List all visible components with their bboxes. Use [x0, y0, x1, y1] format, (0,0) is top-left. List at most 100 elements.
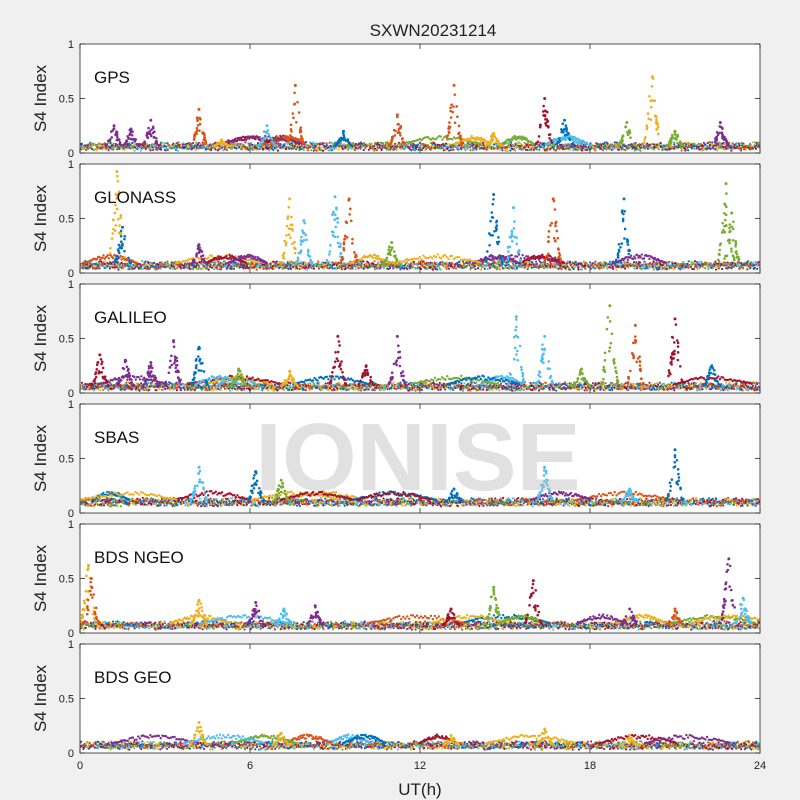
- data-point: [369, 146, 372, 150]
- data-point: [490, 139, 493, 143]
- data-point: [704, 143, 707, 146]
- data-point: [616, 262, 619, 266]
- data-point: [158, 261, 162, 264]
- data-point: [366, 266, 369, 270]
- data-point: [193, 133, 196, 136]
- data-point: [176, 146, 179, 149]
- data-point: [265, 267, 269, 270]
- data-point: [542, 267, 546, 270]
- data-point: [707, 141, 711, 144]
- data-point: [214, 148, 217, 151]
- data-point: [637, 262, 640, 266]
- data-point: [350, 147, 353, 150]
- data-point: [598, 267, 601, 270]
- data-point: [376, 265, 379, 268]
- data-point: [199, 146, 202, 150]
- data-point: [287, 260, 291, 263]
- data-point: [671, 262, 675, 265]
- data-point: [564, 124, 568, 127]
- data-point: [196, 268, 200, 271]
- data-point: [98, 267, 101, 270]
- data-point: [626, 133, 630, 137]
- data-point: [535, 141, 538, 145]
- data-point: [596, 264, 599, 267]
- data-point: [732, 148, 735, 151]
- data-point: [577, 146, 580, 149]
- data-point: [399, 134, 402, 137]
- data-point: [393, 134, 397, 137]
- data-point: [676, 135, 680, 138]
- data-point: [448, 121, 451, 124]
- data-point: [302, 263, 305, 266]
- data-point: [243, 264, 246, 267]
- data-point: [514, 136, 517, 139]
- data-point: [403, 147, 407, 150]
- data-point: [242, 267, 245, 270]
- data-point: [754, 147, 758, 150]
- data-point: [645, 263, 649, 266]
- data-point: [673, 268, 676, 271]
- data-point: [657, 148, 660, 151]
- data-point: [423, 145, 426, 149]
- data-point: [406, 260, 409, 263]
- data-point: [342, 129, 345, 133]
- y-tick-label: 0: [68, 148, 74, 160]
- data-point: [179, 267, 183, 270]
- data-point: [571, 266, 574, 269]
- data-point: [202, 138, 206, 142]
- data-point: [381, 147, 384, 150]
- data-point: [568, 148, 571, 151]
- data-point: [418, 137, 421, 141]
- data-point: [150, 147, 153, 150]
- data-point: [390, 139, 393, 142]
- data-point: [137, 144, 141, 148]
- data-point: [537, 135, 541, 138]
- data-point: [715, 137, 719, 141]
- data-point: [251, 136, 254, 140]
- data-point: [652, 143, 656, 146]
- data-point: [504, 141, 508, 144]
- data-point: [96, 264, 99, 267]
- data-point: [685, 143, 688, 146]
- data-point: [661, 263, 665, 266]
- data-point: [420, 267, 423, 271]
- data-point: [151, 125, 155, 129]
- data-point: [223, 142, 227, 146]
- data-point: [312, 141, 315, 144]
- data-point: [135, 142, 139, 146]
- data-point: [168, 263, 171, 266]
- data-point: [650, 85, 654, 88]
- data-point: [133, 140, 137, 143]
- data-point: [322, 149, 325, 152]
- data-point: [520, 144, 523, 147]
- data-point: [665, 266, 668, 269]
- data-point: [94, 262, 97, 266]
- data-point: [240, 138, 243, 141]
- data-point: [344, 138, 347, 142]
- data-point: [338, 263, 341, 266]
- data-point: [247, 142, 250, 145]
- data-point: [115, 146, 118, 149]
- data-point: [630, 148, 634, 151]
- data-point: [139, 149, 142, 152]
- data-point: [103, 262, 106, 266]
- data-point: [403, 263, 407, 267]
- data-point: [670, 267, 673, 270]
- data-point: [446, 134, 450, 137]
- data-point: [549, 146, 553, 150]
- data-point: [334, 261, 337, 264]
- data-point: [330, 149, 334, 152]
- data-point: [289, 123, 293, 127]
- data-point: [179, 265, 182, 268]
- data-point: [622, 265, 625, 268]
- data-point: [310, 266, 313, 270]
- data-point: [247, 267, 250, 270]
- data-point: [550, 141, 554, 144]
- data-point: [720, 136, 724, 139]
- data-point: [154, 136, 158, 140]
- data-point: [496, 268, 499, 271]
- data-point: [265, 124, 269, 128]
- data-point: [154, 266, 158, 269]
